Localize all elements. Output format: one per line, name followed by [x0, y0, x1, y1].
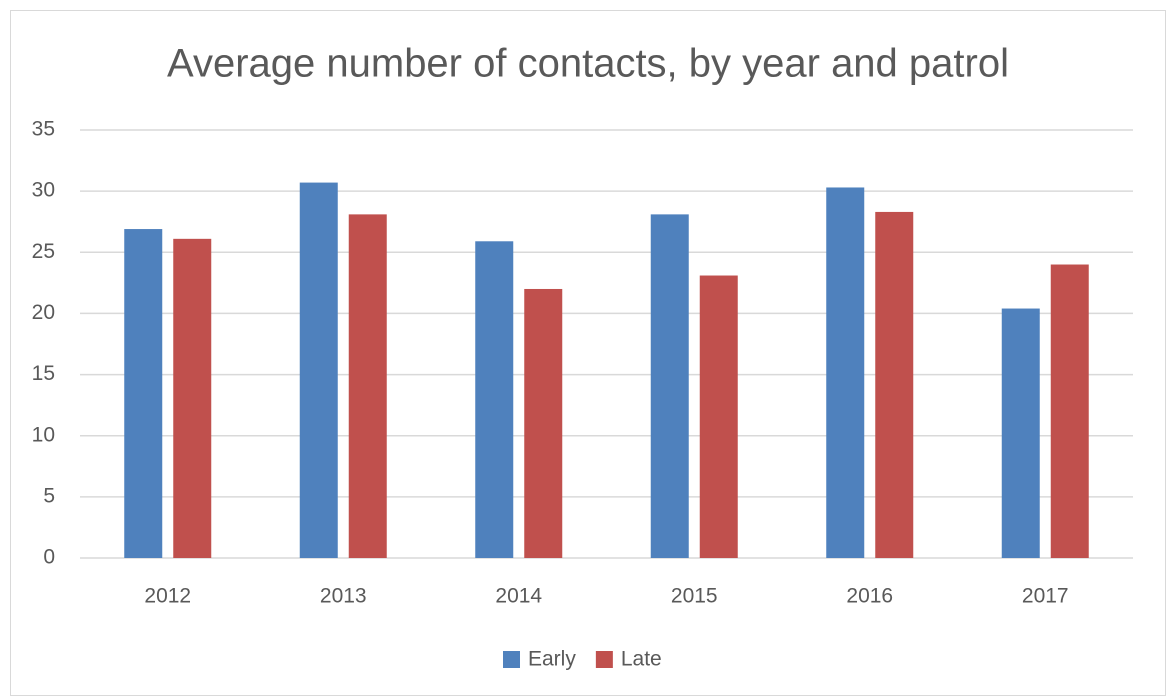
bar: [1050, 264, 1089, 558]
bar: [1001, 308, 1040, 558]
bar: [173, 238, 212, 558]
x-tick-label: 2012: [144, 585, 191, 608]
x-tick-label: 2013: [320, 585, 367, 608]
y-tick-label: 35: [32, 118, 55, 141]
bar: [299, 182, 338, 558]
bar: [699, 275, 738, 558]
y-tick-label: 15: [32, 362, 55, 385]
bar: [124, 229, 163, 558]
y-tick-label: 20: [32, 301, 55, 324]
bar: [348, 214, 387, 558]
y-tick-label: 5: [43, 484, 55, 507]
legend-swatch: [595, 651, 613, 668]
y-tick-label: 25: [32, 240, 55, 263]
legend-label: Late: [621, 648, 662, 671]
bar: [650, 214, 689, 558]
bar: [826, 187, 865, 558]
legend-swatch: [503, 651, 520, 668]
y-tick-label: 10: [32, 423, 55, 446]
y-tick-label: 30: [32, 179, 55, 202]
chart-title: Average number of contacts, by year and …: [167, 42, 1009, 86]
x-tick-label: 2017: [1022, 585, 1069, 608]
bar: [524, 288, 563, 558]
y-tick-label: 0: [43, 546, 55, 569]
x-tick-label: 2016: [846, 585, 893, 608]
x-tick-label: 2015: [671, 585, 718, 608]
bar: [475, 241, 514, 558]
bar: [875, 211, 914, 558]
x-tick-label: 2014: [495, 585, 542, 608]
legend-label: Early: [528, 648, 576, 671]
